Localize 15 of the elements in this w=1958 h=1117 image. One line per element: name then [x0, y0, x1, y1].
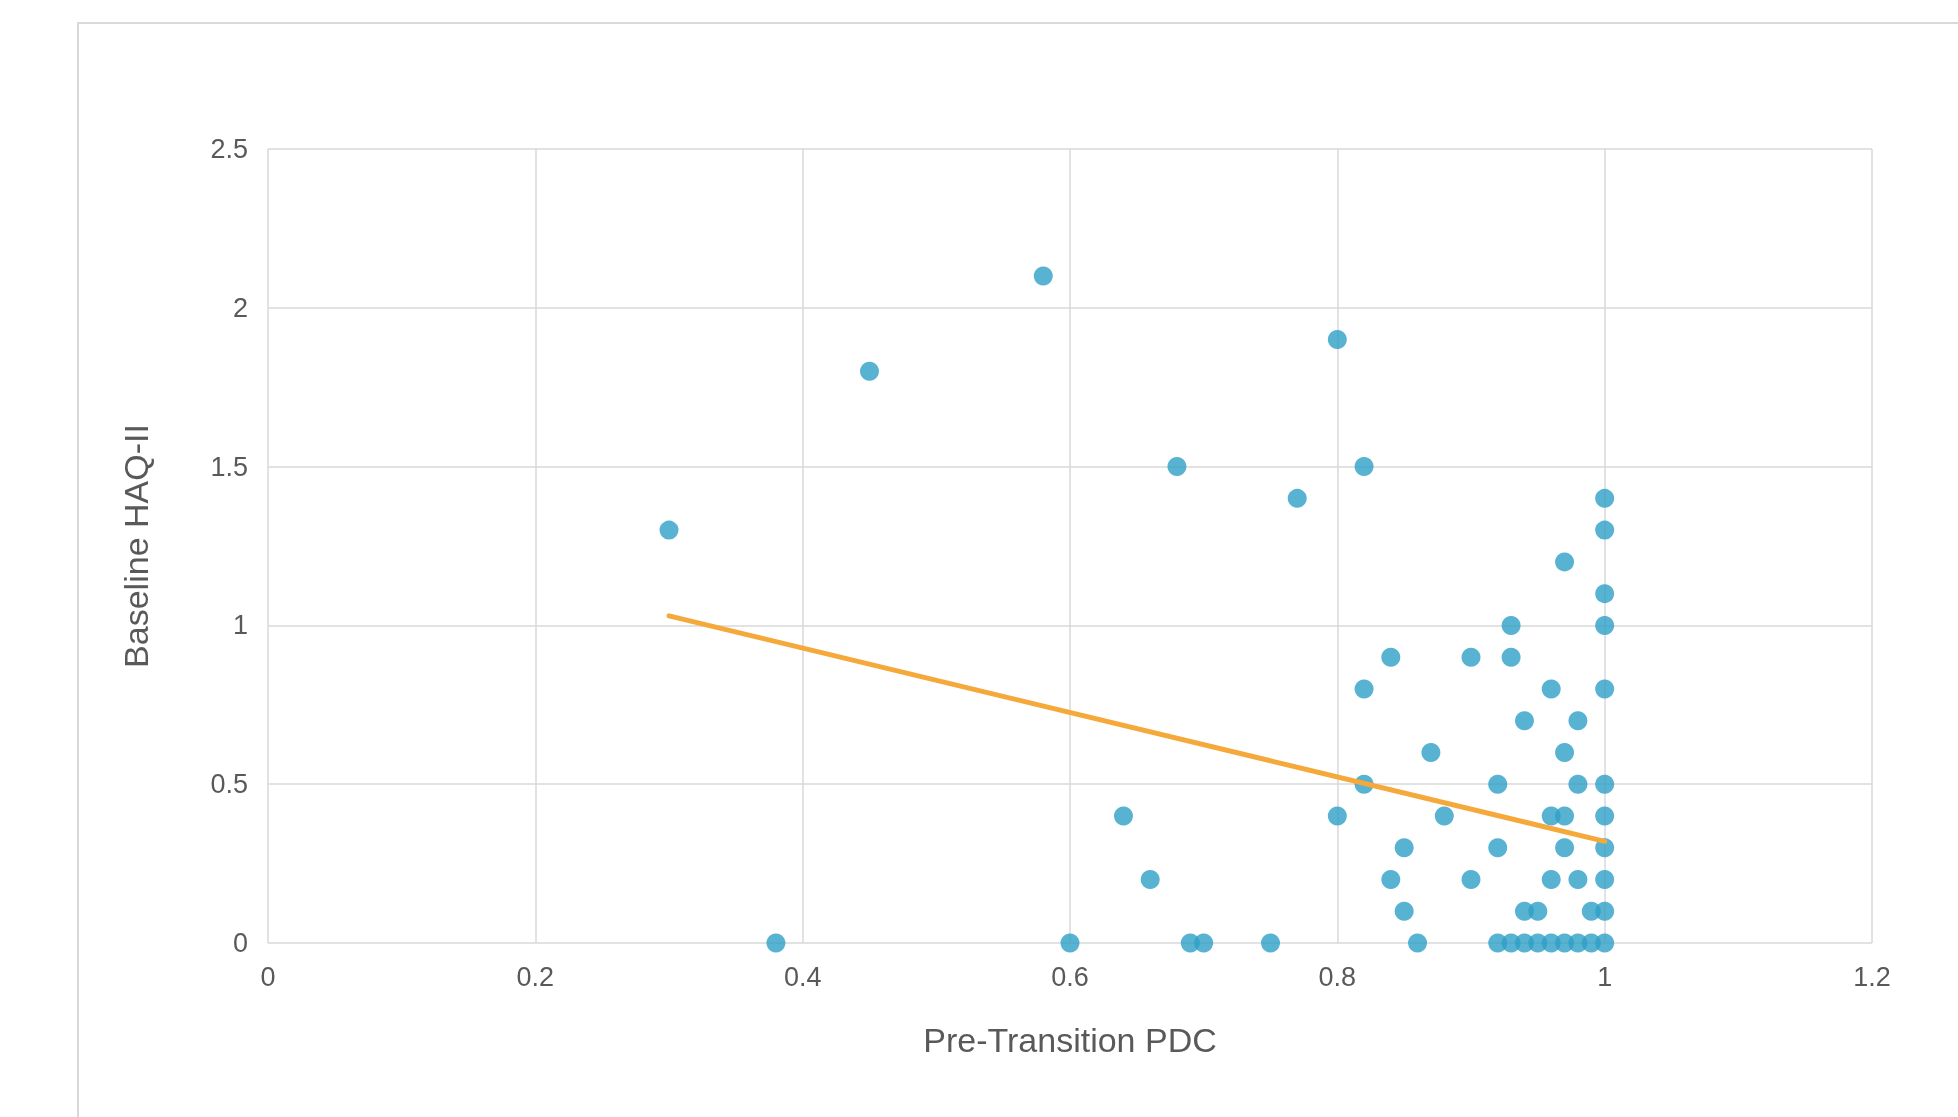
y-tick-label: 0.5	[210, 769, 248, 800]
x-tick-label: 0	[260, 961, 276, 992]
x-axis-title: Pre-Transition PDC	[923, 1021, 1217, 1059]
y-axis-title: Baseline HAQ-II	[117, 424, 155, 668]
x-tick-label: 1	[1597, 961, 1613, 992]
x-tick-label: 1.2	[1853, 961, 1891, 992]
y-tick-label: 2.5	[210, 134, 248, 164]
y-tick-label: 2	[232, 292, 248, 323]
y-tick-label: 1.5	[210, 451, 248, 482]
y-tick-label: 1	[232, 610, 248, 641]
x-tick-label: 0.8	[1318, 961, 1357, 992]
x-tick-label: 0.2	[516, 961, 555, 992]
x-tick-label: 0.6	[1051, 961, 1089, 992]
y-tick-label: 0	[232, 928, 248, 958]
x-tick-label: 0.4	[783, 961, 822, 992]
